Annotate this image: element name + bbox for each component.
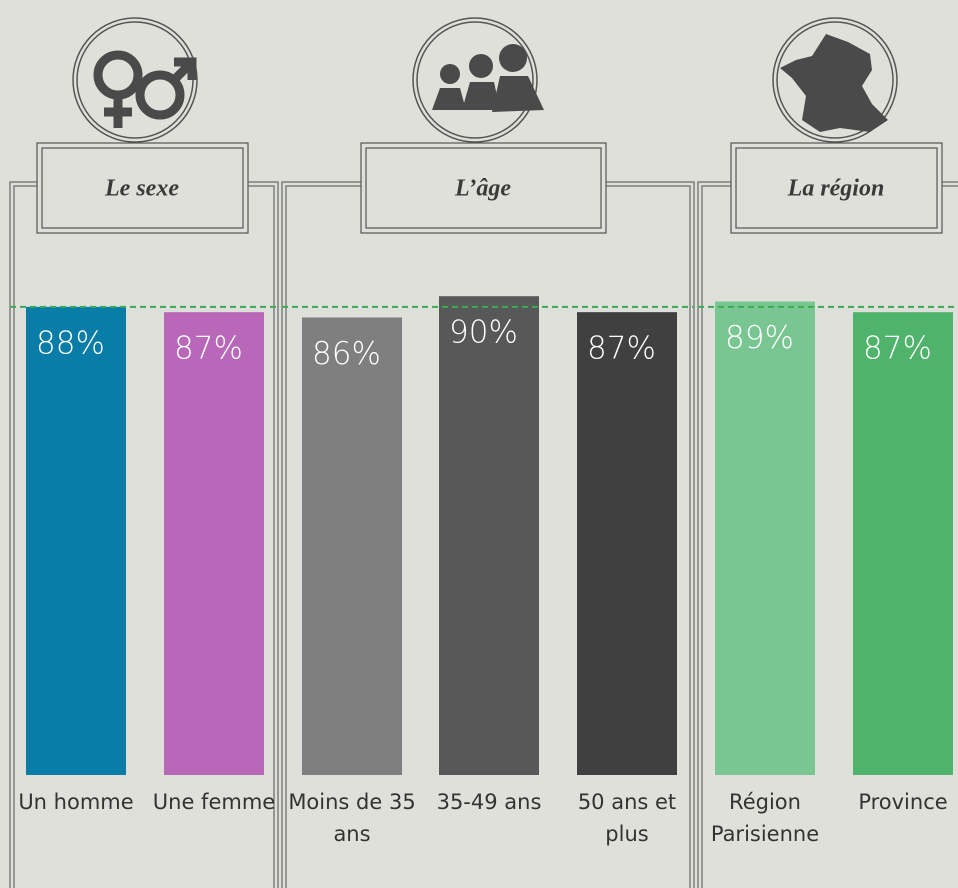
bar [302, 317, 402, 775]
category-label: Région Parisienne [710, 790, 820, 846]
icon-circles [72, 17, 898, 143]
panel-title: Le sexe [104, 176, 179, 202]
value-label: 87% [587, 331, 656, 367]
bar [715, 301, 815, 775]
gender-icon [93, 50, 197, 128]
value-label: 90% [449, 315, 518, 351]
category-label: 50 ans et plus [577, 790, 677, 846]
panel-title: La région [787, 176, 885, 202]
bar [164, 312, 264, 775]
value-label: 86% [312, 336, 381, 372]
bar [853, 312, 953, 775]
value-label: 87% [174, 331, 243, 367]
category-label: Province [858, 790, 948, 814]
bar [26, 306, 126, 775]
category-label: Un homme [18, 790, 134, 814]
value-label: 89% [725, 320, 794, 356]
value-label: 88% [36, 325, 105, 361]
title-boxes [36, 142, 943, 234]
category-label: Moins de 35 ans [288, 790, 416, 846]
france-icon [780, 34, 888, 132]
bar [439, 296, 539, 775]
bar [577, 312, 677, 775]
panel-title: L’âge [454, 176, 511, 202]
category-label: Une femme [152, 790, 276, 814]
people-icon [432, 44, 544, 112]
category-label: 35-49 ans [436, 790, 542, 814]
value-label: 87% [863, 331, 932, 367]
